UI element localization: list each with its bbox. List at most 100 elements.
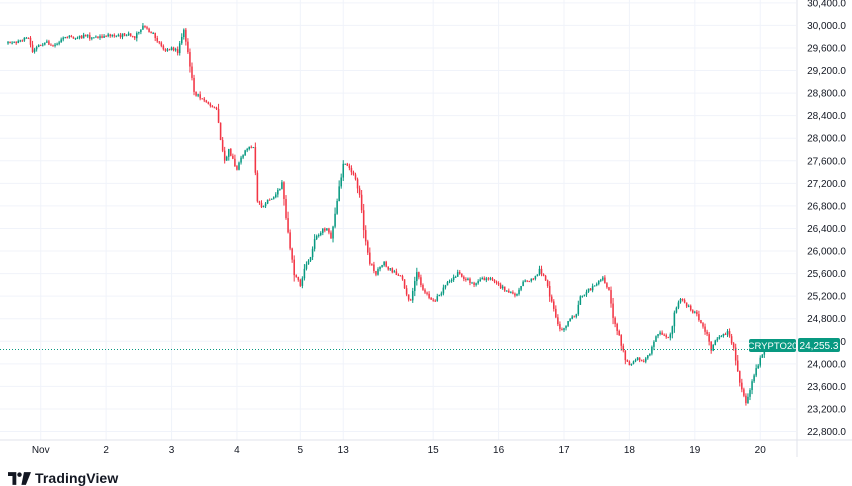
price-tick-label: 28,800.0 — [807, 89, 846, 100]
price-tick-label: 24,000.0 — [807, 359, 846, 370]
candle-down — [199, 94, 201, 99]
candle-up — [326, 228, 328, 231]
candle-up — [383, 261, 385, 266]
candle-down — [373, 264, 375, 272]
time-tick-label: 19 — [689, 445, 701, 456]
candle-down — [640, 360, 643, 362]
candle-down — [221, 139, 224, 151]
candle-down — [15, 41, 17, 44]
candle-up — [505, 290, 508, 292]
candle-down — [283, 182, 285, 200]
candle-down — [399, 275, 402, 277]
time-tick-label: 17 — [558, 445, 570, 456]
candle-down — [700, 320, 702, 324]
candle-up — [311, 248, 314, 258]
candle-up — [381, 265, 383, 267]
candle-down — [430, 297, 432, 300]
candle-up — [671, 326, 674, 335]
candle-down — [691, 310, 694, 313]
candle-down — [730, 336, 733, 344]
candle-down — [540, 268, 543, 275]
candle-up — [718, 336, 721, 339]
candle-up — [62, 37, 64, 40]
candle-down — [550, 296, 553, 302]
candle-up — [262, 206, 265, 208]
tradingview-brand[interactable]: TradingView — [8, 470, 118, 486]
candle-up — [272, 197, 275, 199]
candle-down — [101, 36, 103, 38]
candle-down — [89, 35, 91, 39]
candle-down — [385, 261, 387, 267]
candle-up — [103, 36, 105, 38]
candle-down — [736, 360, 739, 372]
candle-up — [121, 33, 124, 38]
candle-down — [512, 292, 514, 294]
price-tick-label: 25,600.0 — [807, 269, 846, 280]
candles — [7, 23, 766, 406]
price-axis[interactable]: 22,800.023,200.023,600.024,000.024,400.0… — [807, 0, 846, 438]
candle-up — [246, 149, 248, 151]
price-tick-label: 30,000.0 — [807, 21, 846, 32]
candle-up — [501, 286, 504, 289]
candle-up — [416, 272, 418, 282]
candle-down — [508, 290, 510, 293]
candle-up — [125, 35, 128, 37]
time-tick-label: Nov — [32, 445, 50, 456]
candle-up — [33, 49, 36, 52]
time-tick-label: 16 — [493, 445, 505, 456]
candle-up — [763, 349, 766, 355]
candle-up — [74, 38, 77, 40]
candle-down — [561, 329, 563, 331]
candle-up — [577, 304, 580, 315]
candle-down — [434, 300, 437, 302]
candle-down — [211, 105, 214, 108]
candle-down — [268, 199, 271, 201]
candle-up — [653, 341, 655, 347]
candle-up — [595, 283, 598, 286]
candle-down — [495, 281, 498, 284]
candle-up — [86, 35, 89, 37]
price-tick-label: 28,400.0 — [807, 111, 846, 122]
candle-up — [25, 37, 28, 39]
candle-up — [446, 282, 449, 286]
candle-down — [287, 218, 289, 233]
candle-up — [377, 269, 379, 275]
candle-up — [747, 396, 749, 404]
candle-up — [600, 279, 602, 281]
candle-up — [46, 41, 48, 43]
candle-up — [479, 279, 481, 282]
candle-down — [555, 308, 557, 318]
candle-down — [401, 276, 404, 280]
candle-up — [630, 363, 633, 366]
candle-up — [414, 281, 416, 292]
candle-up — [485, 278, 488, 281]
candle-down — [158, 41, 161, 43]
candle-up — [634, 359, 637, 362]
candle-up — [183, 29, 185, 37]
candle-down — [201, 98, 203, 100]
candle-up — [111, 34, 114, 37]
candle-up — [340, 177, 342, 187]
candle-down — [526, 280, 528, 282]
candle-down — [356, 179, 359, 189]
time-axis[interactable]: Nov 2 3 4 5 13 15 16 17 18 19 20 — [32, 445, 766, 456]
candle-up — [277, 189, 279, 195]
candle-down — [741, 382, 743, 390]
candle-down — [663, 334, 665, 336]
candle-down — [681, 299, 684, 301]
candle-up — [444, 285, 447, 288]
time-tick-label: 18 — [624, 445, 636, 456]
candle-down — [702, 323, 704, 327]
candle-up — [714, 340, 717, 345]
candle-up — [303, 268, 306, 279]
candle-down — [542, 274, 545, 276]
candle-up — [679, 299, 682, 303]
candle-down — [743, 389, 745, 396]
candle-down — [364, 230, 367, 242]
candle-up — [636, 357, 639, 360]
candle-up — [117, 34, 120, 36]
candle-up — [344, 163, 347, 165]
candle-down — [553, 301, 555, 309]
candle-down — [405, 288, 408, 295]
candle-down — [109, 34, 112, 37]
